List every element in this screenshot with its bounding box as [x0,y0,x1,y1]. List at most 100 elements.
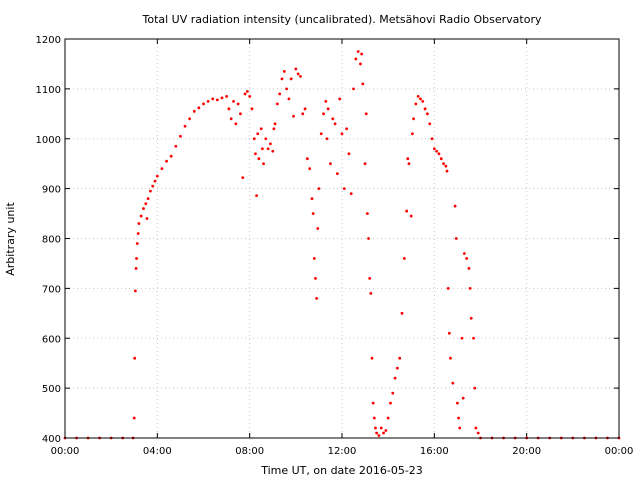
data-point [135,257,138,260]
data-point [356,50,360,53]
data-point [174,144,178,148]
data-point [289,77,293,81]
data-point [188,117,192,121]
data-point [349,192,353,196]
plot-frame [64,38,620,439]
data-point [414,102,418,106]
data-point [444,164,448,168]
data-point [338,97,342,101]
data-point [252,137,256,141]
data-point [322,112,325,116]
x-tick-label: 00:00 [51,446,80,457]
data-point [202,102,205,106]
y-tick-label: 1200 [36,35,61,46]
data-point [329,162,332,166]
data-point [272,127,276,131]
data-point [474,426,478,430]
data-point [374,426,377,430]
data-point [262,162,265,166]
y-tick-label: 1000 [36,135,61,146]
y-tick-label: 800 [42,235,61,246]
data-point [153,179,157,183]
data-point [299,75,302,78]
data-point [411,132,414,136]
data-point [352,87,355,91]
data-point [160,167,164,171]
y-tick-label: 700 [42,284,61,295]
data-point [303,107,307,111]
data-point [292,114,295,118]
data-point [419,97,422,101]
data-point [467,267,471,270]
data-point [331,117,335,121]
data-point [225,94,228,98]
data-point [326,107,330,111]
data-point [144,202,148,205]
data-point [220,96,224,100]
data-point [139,214,143,218]
data-point [316,227,320,230]
data-point [447,331,451,335]
data-point [453,204,457,208]
data-point [145,217,149,220]
data-point [342,187,346,191]
data-point [256,132,260,136]
data-point [375,431,379,435]
data-point [257,157,261,161]
data-point [386,416,390,420]
data-point [229,117,233,121]
data-point [406,157,410,161]
data-point [250,107,254,111]
data-point [324,99,328,103]
data-point [372,416,376,420]
data-point [423,107,427,111]
y-axis-label: Arbitrary unit [4,202,17,276]
data-point [134,289,137,293]
data-point [234,122,238,126]
data-point [476,431,480,435]
data-point [416,94,420,98]
data-point [421,99,425,103]
data-point [278,92,282,96]
data-point [165,159,168,163]
data-point [192,109,196,113]
data-point [146,197,150,201]
data-point [236,102,240,106]
axis-ticks: 00:00 04:00 08:00 12:00 16:00 20:00 00:0040050… [36,35,634,457]
data-point [369,291,373,295]
data-point [310,197,314,201]
data-point [340,132,344,136]
x-tick-label: 04:00 [143,446,172,457]
data-point [365,212,369,215]
data-point [245,89,249,93]
data-point [294,67,298,71]
data-point [239,112,242,116]
data-point [273,122,277,126]
data-point [370,356,374,360]
data-point [428,122,432,126]
data-point [473,386,477,390]
data-points [63,50,621,440]
data-point [136,232,140,235]
data-point [254,152,257,156]
data-point [460,336,464,340]
data-point [391,391,395,395]
data-point [183,124,187,128]
data-point [206,99,210,103]
data-point [402,257,406,260]
y-tick-label: 500 [42,384,61,395]
data-point [259,127,263,131]
data-point [134,267,138,270]
data-point [379,426,383,430]
data-point [461,396,465,400]
data-point [364,112,368,116]
data-point [468,286,472,290]
data-point [280,77,284,81]
data-point [469,316,473,320]
data-point [211,97,215,101]
data-point [135,242,139,245]
data-point [382,431,385,435]
data-point [457,416,460,420]
data-point [465,257,469,260]
grid-lines [65,39,619,438]
